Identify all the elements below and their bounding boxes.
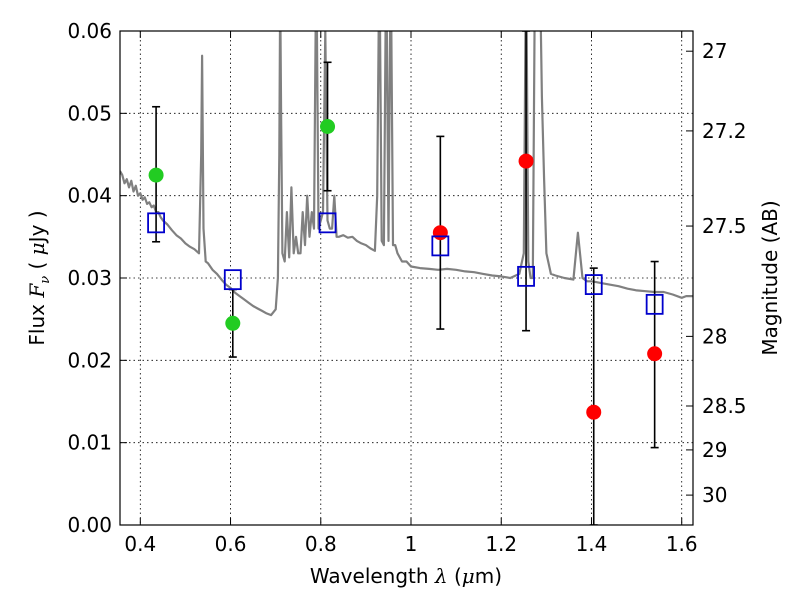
data-marks bbox=[147, 31, 664, 525]
spectrum-line bbox=[120, 31, 693, 317]
y-tick-label-3: 0.03 bbox=[67, 266, 112, 290]
y2-axis-label: Magnitude (AB) bbox=[758, 200, 782, 355]
y2-tick-label-2: 27.5 bbox=[702, 214, 747, 238]
y-axis-label: Flux Fν ( μJy ) bbox=[25, 210, 53, 345]
x-tick-label-5: 1.4 bbox=[576, 532, 608, 556]
data-point-0-0 bbox=[148, 167, 164, 183]
axis-ticks bbox=[120, 30, 693, 526]
model-square-4 bbox=[517, 265, 535, 287]
model-square-1 bbox=[223, 269, 242, 291]
x-tick-label-3: 1 bbox=[405, 532, 418, 556]
data-point-1-2 bbox=[586, 404, 602, 420]
x-tick-label-4: 1.2 bbox=[485, 532, 517, 556]
tick-labels: 0.4 0.6 0.8 1 1.2 1.4 1.6 0.00 0.01 0.02 0.03 0.04 0… bbox=[67, 19, 746, 556]
model-square-2 bbox=[318, 212, 337, 234]
x-tick-label-2: 0.8 bbox=[305, 532, 337, 556]
x-axis-label: Wavelength λ (μm) bbox=[310, 564, 502, 588]
x-tick-label-6: 1.6 bbox=[666, 532, 698, 556]
grid-lines bbox=[120, 31, 693, 525]
x-tick-label-0: 0.4 bbox=[124, 532, 156, 556]
y-tick-label-5: 0.05 bbox=[67, 101, 112, 125]
y-tick-label-0: 0.00 bbox=[67, 513, 112, 537]
data-point-1-0 bbox=[432, 225, 448, 241]
x-tick-label-1: 0.6 bbox=[215, 532, 247, 556]
model-square-0 bbox=[147, 212, 165, 234]
y2-tick-label-6: 30 bbox=[702, 483, 727, 507]
model-square-3 bbox=[431, 235, 450, 257]
y2-tick-label-0: 27 bbox=[702, 39, 727, 63]
data-point-1-1 bbox=[518, 153, 534, 169]
y-tick-label-4: 0.04 bbox=[67, 184, 112, 208]
spectrum-layer bbox=[120, 31, 693, 317]
data-point-0-1 bbox=[225, 315, 241, 331]
y2-tick-label-3: 28 bbox=[702, 324, 727, 348]
y2-tick-label-1: 27.2 bbox=[702, 119, 747, 143]
data-point-0-2 bbox=[320, 119, 336, 135]
model-square-6 bbox=[645, 293, 664, 315]
y-tick-label-6: 0.06 bbox=[67, 19, 112, 43]
y2-tick-label-4: 28.5 bbox=[702, 394, 747, 418]
model-square-5 bbox=[584, 274, 603, 295]
y-tick-label-1: 0.01 bbox=[67, 431, 112, 455]
y2-tick-label-5: 29 bbox=[702, 438, 727, 462]
y-tick-label-2: 0.02 bbox=[67, 348, 112, 372]
data-point-1-3 bbox=[647, 346, 663, 362]
